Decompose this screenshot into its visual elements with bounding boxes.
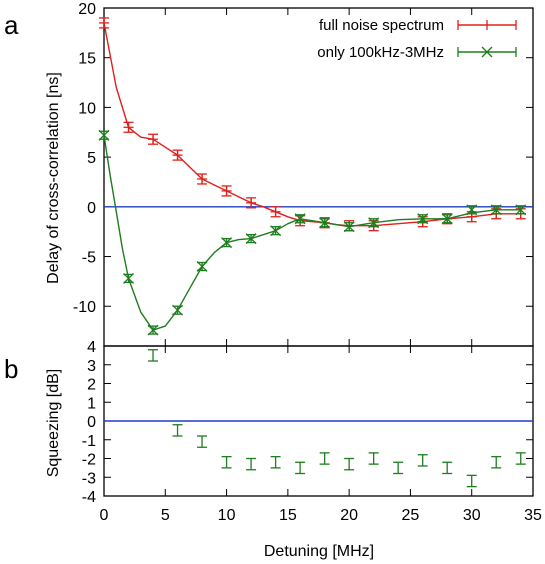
series-only-100khz-point-15-marker-d2	[490, 204, 502, 216]
panel-b-y-tick-label: 0	[87, 414, 96, 431]
series-only-100khz-point-3-marker-d2	[172, 304, 184, 316]
series-only-100khz-point-6-marker-d2	[245, 233, 257, 245]
legend: full noise spectrum only 100kHz-3MHz	[317, 17, 517, 61]
x-tick-label: 30	[463, 507, 481, 524]
panel-b-y-tick-label: 3	[87, 358, 96, 375]
series-only-100khz-point-9-marker-d2	[319, 217, 331, 229]
panel-a-y-tick-label: 15	[78, 51, 96, 68]
panel-b-y-tick-label: 1	[87, 395, 96, 412]
panel-a-y-tick-label: 20	[78, 1, 96, 18]
x-axis-title: Detuning [MHz]	[264, 543, 374, 560]
series-only-100khz-point-2-marker-d2	[147, 324, 159, 336]
series-only-100khz-point-5-marker-d2	[221, 237, 233, 249]
series-only-100khz-point-4-marker-d2	[196, 261, 208, 272]
series-only-100khz-point-0-marker-d2	[98, 129, 110, 141]
x-tick-label: 15	[279, 507, 297, 524]
series-only-100khz-point-1-marker-d2	[123, 272, 134, 284]
panel-a-y-tick-label: 5	[87, 150, 96, 167]
panel-a-y-tick-label: 10	[78, 100, 96, 117]
series-only-100khz-point-7-marker-d2	[270, 225, 282, 237]
series-only-100khz-point-11-marker-d2	[368, 217, 380, 229]
bottom-y-axis-title: Squeezing [dB]	[45, 369, 62, 478]
panel-b-y-tick-label: -1	[82, 433, 96, 450]
series-only-100khz-point-16-marker-d2	[515, 204, 527, 216]
series-only-100khz-point-10-marker-d2	[343, 221, 355, 233]
legend-sample-only-100khz-marker-b	[481, 46, 493, 58]
x-tick-label: 10	[218, 507, 236, 524]
panel-a-letter: a	[4, 10, 19, 40]
x-tick-label: 25	[402, 507, 420, 524]
panel-a-y-tick-label: -5	[82, 250, 96, 267]
panel-b-y-tick-label: 4	[87, 339, 96, 356]
series-only-100khz-point-13-marker-d2	[441, 213, 453, 225]
panel-a-y-tick-label: -10	[73, 299, 96, 316]
series-only-100khz-point-8-marker-d2	[294, 213, 306, 225]
x-tick-label: 5	[161, 507, 170, 524]
series-only-100khz-point-12-marker-d2	[417, 213, 429, 225]
x-tick-label: 0	[100, 507, 109, 524]
x-tick-label: 20	[340, 507, 358, 524]
x-tick-label: 35	[524, 507, 542, 524]
panel-b-y-tick-label: 2	[87, 377, 96, 394]
top-y-axis-title: Delay of cross-correlation [ns]	[45, 72, 62, 284]
legend-label-full-noise: full noise spectrum	[319, 17, 444, 34]
series-only-100khz-point-14-marker-d2	[466, 204, 478, 216]
legend-label-only-100khz: only 100kHz-3MHz	[317, 44, 444, 61]
series-full-noise-fit-line	[103, 22, 521, 227]
panel-b-y-tick-label: -3	[82, 470, 96, 487]
panel-b-letter: b	[4, 354, 18, 384]
panel-b-y-tick-label: -2	[82, 452, 96, 469]
series-only-100khz-fit-line	[103, 135, 521, 331]
panel-b-y-tick-label: -4	[82, 489, 96, 506]
panel-a-y-tick-label: 0	[87, 200, 96, 217]
panel-a-plot: 20 15 10 5 0 -5 -10	[73, 1, 534, 347]
